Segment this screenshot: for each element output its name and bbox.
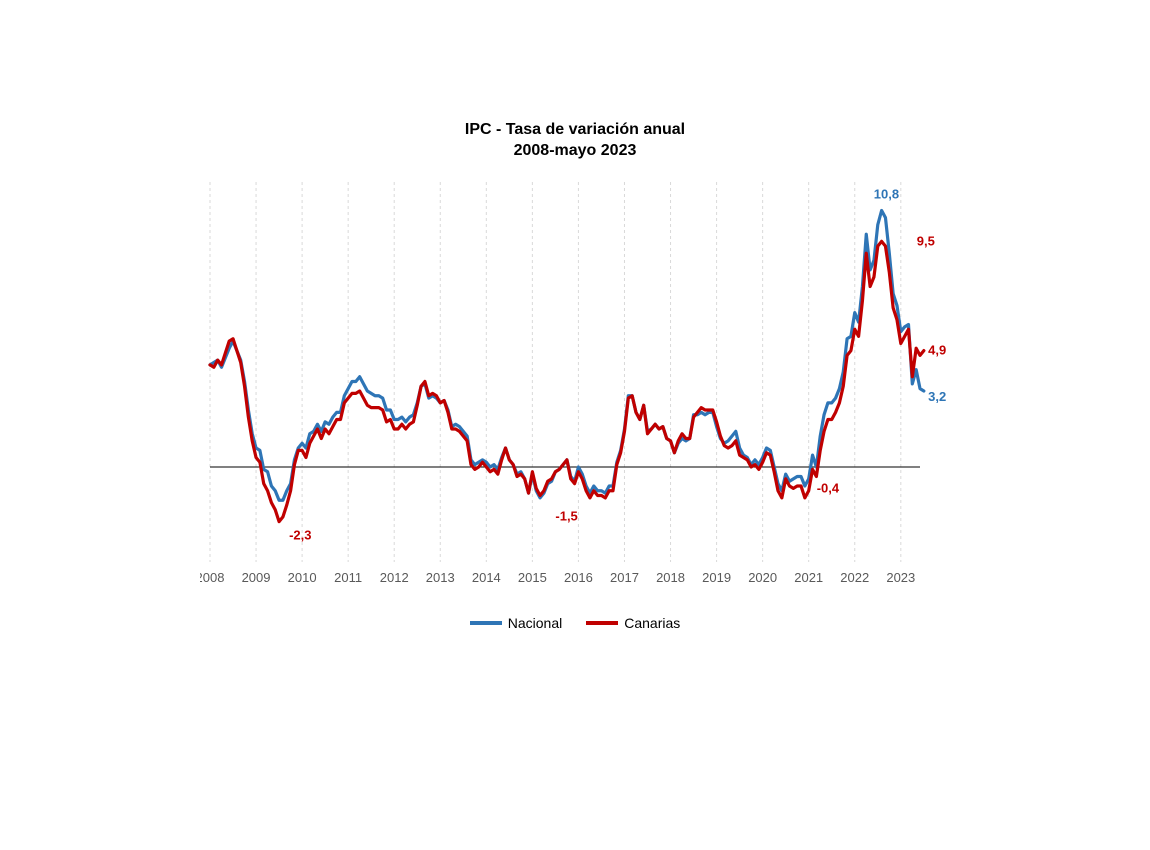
line-chart: 2008 2009 2010 2011 2012 2013 2014 2015 2016 2017… xyxy=(200,172,950,604)
x-tick-label: 2011 xyxy=(334,570,362,585)
x-tick-label: 2018 xyxy=(656,570,685,585)
annotation: -2,3 xyxy=(289,527,311,542)
annotation: 10,8 xyxy=(874,186,899,201)
legend-item-nacional: Nacional xyxy=(470,615,562,631)
annotation: -1,5 xyxy=(555,508,577,523)
legend-swatch xyxy=(586,621,618,625)
x-tick-label: 2009 xyxy=(242,570,271,585)
x-tick-label: 2013 xyxy=(426,570,455,585)
x-tick-label: 2020 xyxy=(748,570,777,585)
x-tick-label: 2022 xyxy=(840,570,869,585)
x-tick-label: 2016 xyxy=(564,570,593,585)
annotation: -0,4 xyxy=(817,480,840,495)
chart-title: IPC - Tasa de variación anual 2008-mayo … xyxy=(200,120,950,162)
legend-swatch xyxy=(470,621,502,625)
legend-label: Nacional xyxy=(508,615,562,631)
x-tick-label: 2012 xyxy=(380,570,409,585)
annotation: 9,5 xyxy=(917,233,935,248)
legend-label: Canarias xyxy=(624,615,680,631)
legend-item-canarias: Canarias xyxy=(586,615,680,631)
x-tick-label: 2021 xyxy=(794,570,823,585)
chart-title-line2: 2008-mayo 2023 xyxy=(200,141,950,162)
x-tick-label: 2017 xyxy=(610,570,639,585)
x-tick-label: 2008 xyxy=(200,570,224,585)
x-tick-label: 2023 xyxy=(886,570,915,585)
x-tick-label: 2014 xyxy=(472,570,501,585)
x-tick-label: 2015 xyxy=(518,570,547,585)
chart-title-line1: IPC - Tasa de variación anual xyxy=(200,120,950,141)
annotation: 3,2 xyxy=(928,389,946,404)
x-tick-label: 2019 xyxy=(702,570,731,585)
chart-legend: Nacional Canarias xyxy=(200,612,950,631)
x-tick-label: 2010 xyxy=(288,570,317,585)
annotation: 4,9 xyxy=(928,342,946,357)
chart-container: IPC - Tasa de variación anual 2008-mayo … xyxy=(200,120,950,631)
series-nacional xyxy=(210,210,924,500)
